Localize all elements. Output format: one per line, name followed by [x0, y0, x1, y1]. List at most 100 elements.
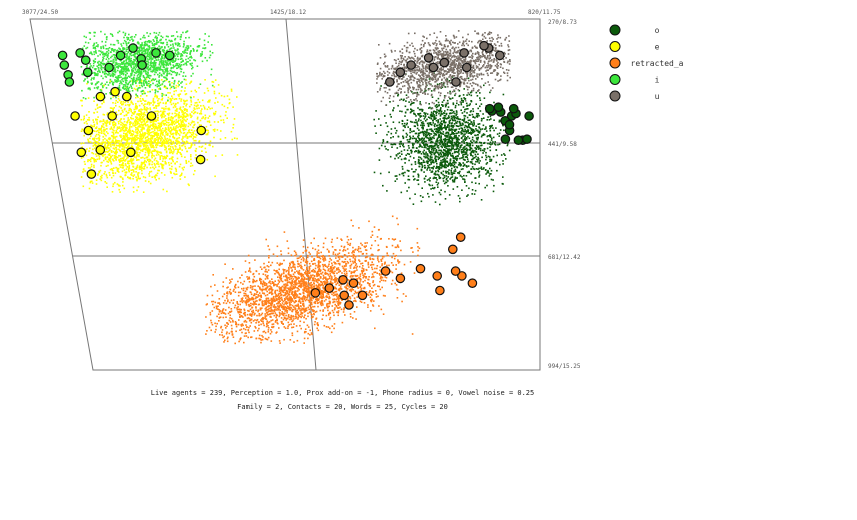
token-point-e — [128, 167, 131, 169]
token-point-e — [176, 157, 179, 160]
token-point-e — [222, 119, 225, 121]
token-point-o — [429, 128, 431, 131]
token-point-o — [420, 169, 423, 172]
token-point-retracted_a — [391, 271, 394, 274]
token-point-retracted_a — [278, 268, 280, 271]
token-point-o — [454, 104, 457, 107]
token-point-retracted_a — [238, 319, 240, 321]
token-point-o — [417, 114, 420, 116]
token-point-o — [417, 183, 420, 186]
token-point-o — [451, 139, 454, 142]
token-point-e — [184, 100, 187, 102]
token-point-o — [478, 176, 480, 178]
token-point-e — [190, 142, 193, 144]
token-point-o — [453, 115, 455, 117]
token-point-retracted_a — [373, 300, 375, 302]
token-point-e — [131, 142, 133, 145]
token-point-o — [458, 142, 461, 144]
token-point-retracted_a — [259, 314, 261, 317]
token-point-o — [414, 163, 417, 165]
token-point-e — [207, 129, 209, 132]
token-point-e — [121, 138, 124, 140]
token-point-e — [196, 126, 199, 129]
token-point-e — [114, 181, 116, 184]
token-point-o — [473, 121, 475, 124]
token-point-e — [162, 188, 165, 191]
token-point-o — [421, 125, 424, 127]
token-point-o — [478, 131, 480, 134]
token-point-retracted_a — [222, 308, 225, 310]
token-point-retracted_a — [219, 334, 221, 336]
token-point-e — [135, 166, 138, 169]
token-point-o — [456, 155, 459, 157]
token-point-o — [483, 150, 486, 152]
token-point-o — [412, 135, 414, 138]
token-point-retracted_a — [284, 293, 287, 295]
token-point-e — [130, 133, 133, 135]
token-point-retracted_a — [371, 234, 374, 236]
token-point-e — [178, 134, 181, 136]
token-point-o — [470, 154, 472, 156]
token-point-e — [136, 117, 138, 120]
token-point-e — [137, 148, 140, 151]
token-point-e — [199, 119, 202, 122]
token-point-e — [122, 152, 124, 154]
token-point-e — [130, 145, 133, 148]
token-point-o — [433, 124, 436, 126]
token-point-e — [176, 138, 178, 140]
token-point-o — [398, 173, 401, 176]
token-point-e — [172, 133, 174, 135]
token-point-o — [423, 171, 425, 173]
token-point-e — [230, 90, 233, 92]
token-point-e — [147, 85, 150, 87]
token-point-e — [193, 121, 195, 123]
token-point-e — [125, 168, 128, 170]
token-point-e — [171, 97, 174, 99]
token-point-e — [169, 119, 171, 121]
token-point-e — [162, 122, 165, 124]
token-point-e — [109, 123, 111, 125]
token-point-o — [437, 129, 440, 132]
token-point-e — [154, 132, 157, 134]
token-point-o — [399, 110, 401, 112]
token-point-o — [435, 166, 438, 169]
token-point-e — [170, 157, 173, 160]
token-point-e — [178, 119, 180, 122]
token-point-e — [128, 138, 131, 141]
token-point-e — [97, 141, 99, 143]
token-point-e — [159, 155, 161, 157]
token-point-e — [127, 117, 129, 119]
token-point-o — [444, 117, 446, 120]
token-point-o — [428, 132, 431, 135]
token-point-o — [401, 153, 403, 155]
token-point-o — [481, 128, 484, 130]
token-point-e — [128, 127, 131, 130]
token-point-retracted_a — [252, 309, 254, 312]
token-point-e — [98, 135, 101, 137]
token-point-o — [461, 189, 463, 191]
token-point-e — [167, 126, 170, 128]
token-point-e — [106, 186, 108, 188]
y-tick-label: 681/12.42 — [548, 254, 581, 261]
token-point-o — [437, 158, 440, 161]
token-point-e — [151, 163, 153, 166]
token-point-o — [492, 127, 494, 129]
token-point-e — [113, 126, 115, 129]
token-point-e — [114, 136, 116, 138]
token-point-e — [94, 135, 97, 137]
token-point-e — [150, 145, 152, 147]
token-point-e — [124, 152, 126, 154]
token-point-e — [186, 103, 188, 105]
token-point-o — [453, 144, 455, 146]
token-point-e — [118, 164, 121, 166]
token-point-e — [180, 131, 182, 134]
token-point-retracted_a — [278, 311, 281, 314]
token-point-o — [438, 129, 441, 132]
token-point-retracted_a — [309, 265, 312, 267]
token-point-o — [430, 113, 433, 115]
token-point-retracted_a — [329, 268, 332, 270]
token-point-e — [128, 109, 130, 112]
token-point-e — [177, 126, 179, 129]
token-point-e — [119, 120, 121, 122]
token-point-o — [373, 171, 376, 174]
